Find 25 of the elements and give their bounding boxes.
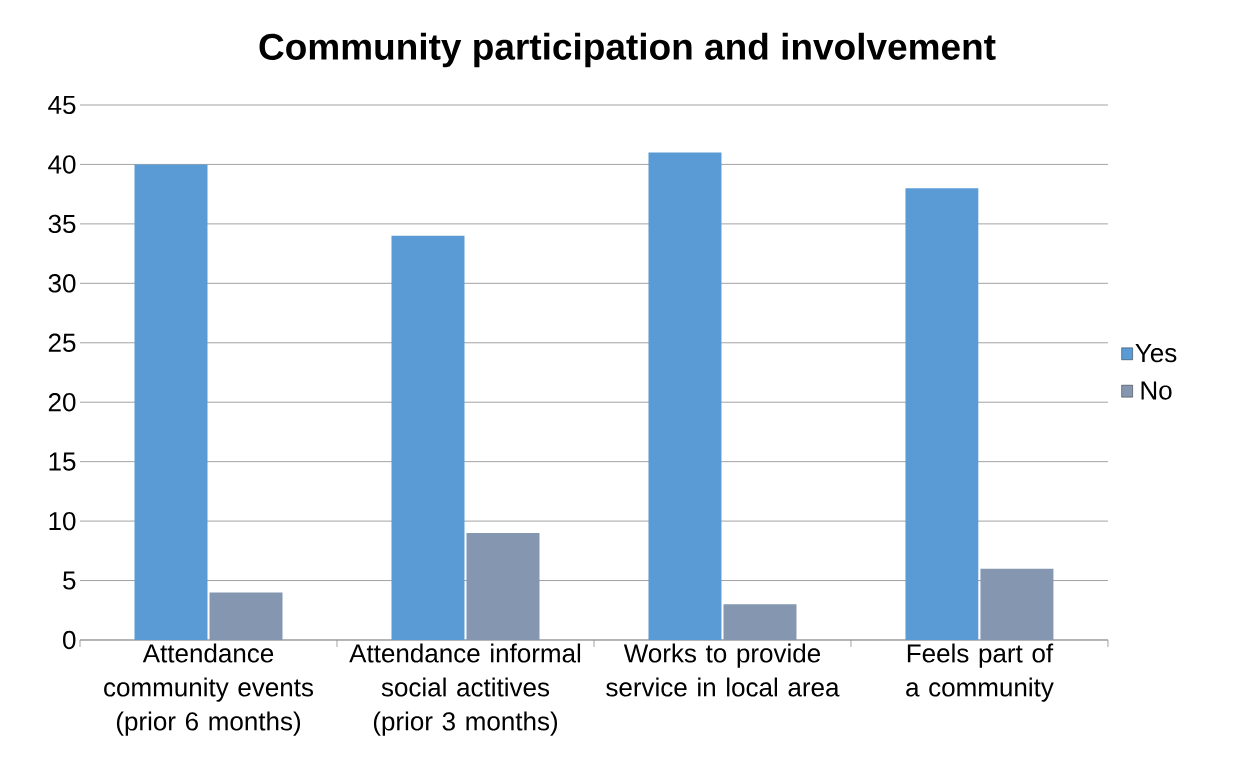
legend-label: No: [1141, 381, 1172, 400]
x-tick-label: Works to provide service in local area: [606, 643, 840, 697]
y-tick-label: 5: [63, 571, 76, 590]
bar: [648, 152, 722, 640]
x-tick-label: Attendance community events (prior 6 months): [104, 643, 314, 736]
y-tick-label: 40: [48, 155, 76, 174]
bar: [134, 164, 208, 640]
y-tick-label: 10: [49, 511, 76, 531]
bar: [723, 604, 797, 640]
x-tick-label: Attendance informal social actitives (prior 3 months): [349, 643, 581, 736]
bar: [391, 235, 465, 640]
bar: [980, 568, 1054, 640]
bar: [209, 592, 283, 640]
y-tick-label: 30: [48, 274, 76, 293]
bar: [905, 188, 979, 640]
y-tick-label: 35: [48, 214, 76, 234]
y-tick-label: 45: [48, 95, 76, 115]
y-tick-label: 15: [49, 452, 76, 471]
legend-label: Yes: [1135, 344, 1177, 363]
y-tick-label: 25: [48, 333, 76, 352]
y-tick-label: 0: [63, 630, 76, 650]
chart-title: Community participation and involvement: [259, 32, 996, 68]
bar: [466, 532, 540, 640]
x-tick-label: Feels part of a community: [906, 643, 1054, 702]
y-tick-label: 20: [48, 393, 76, 412]
